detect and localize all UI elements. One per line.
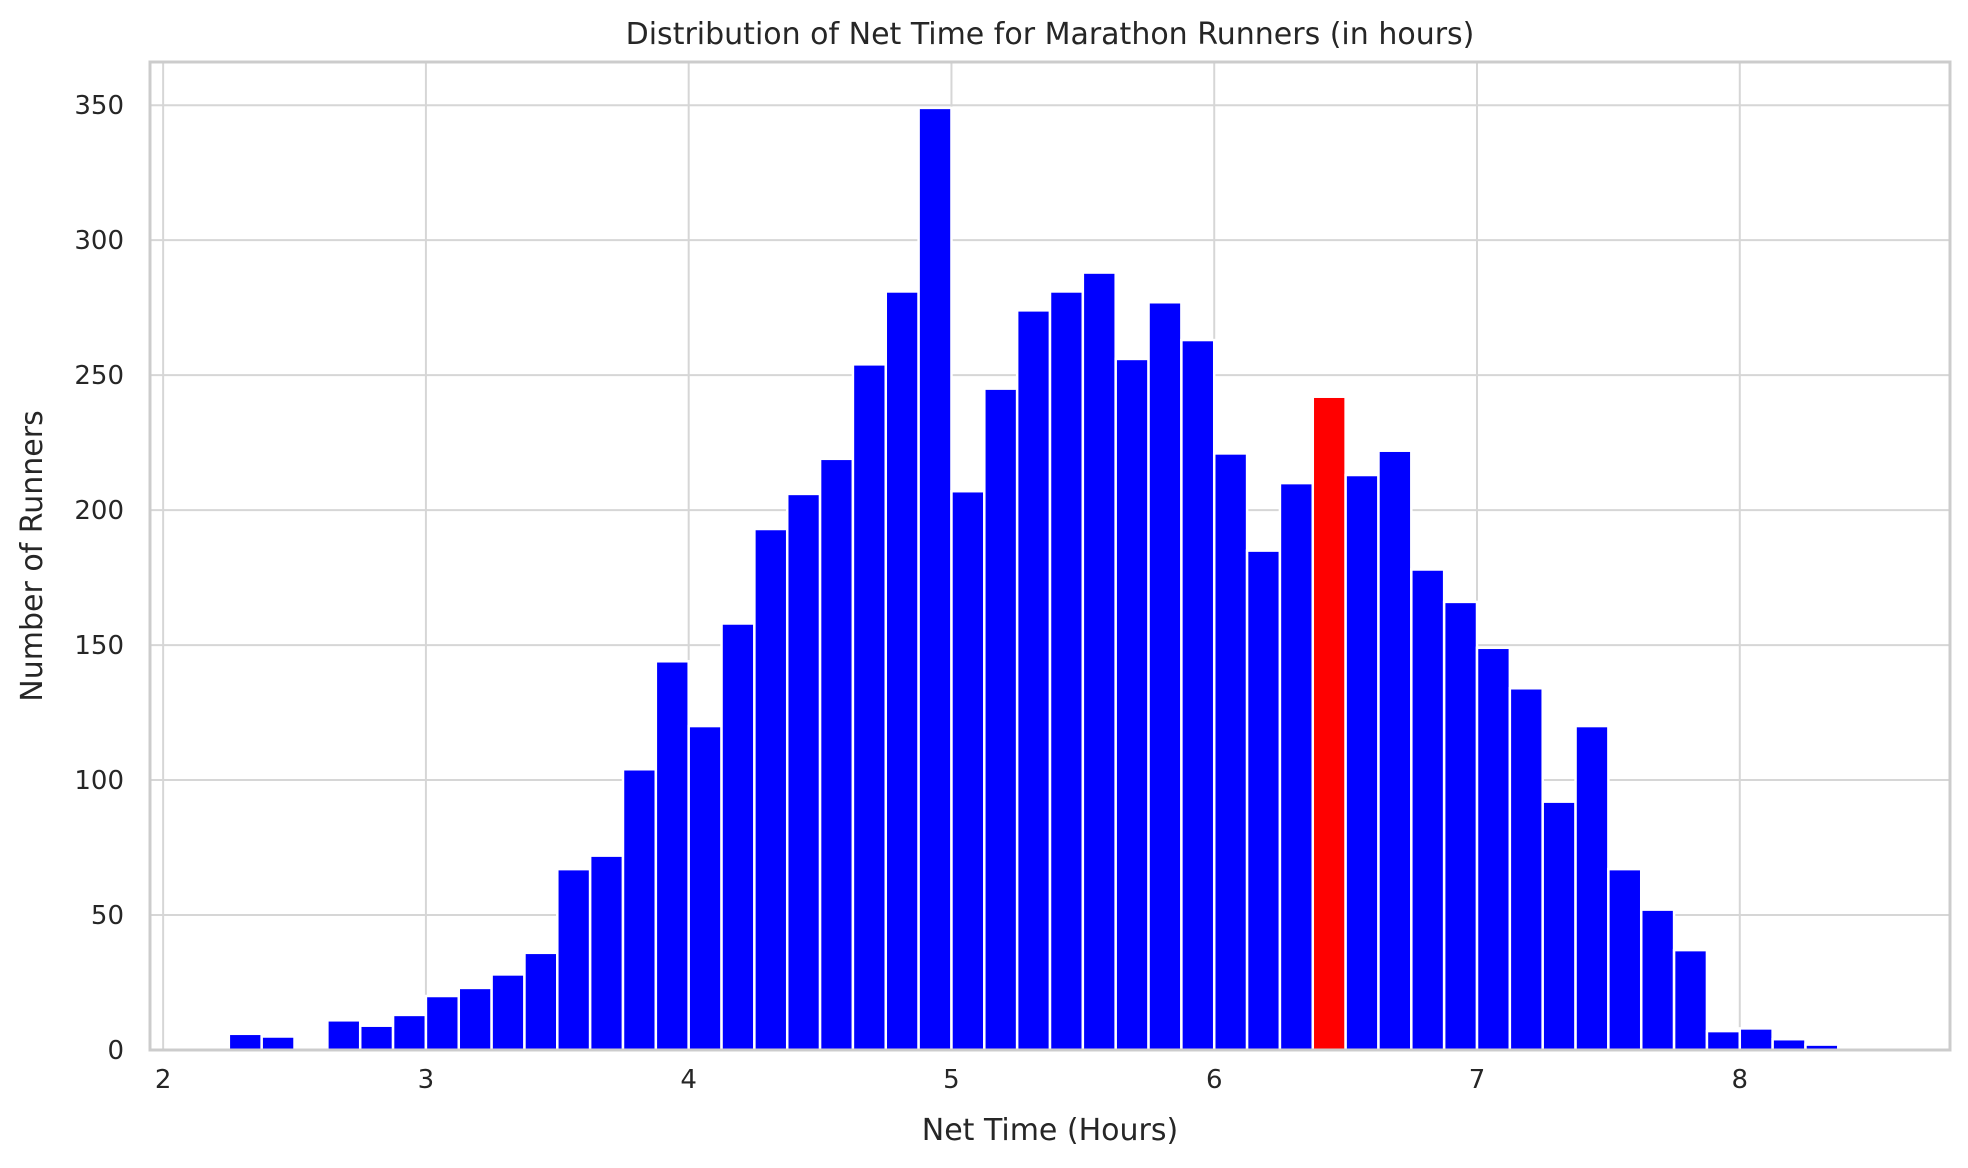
y-tick-label: 0 xyxy=(107,1036,124,1066)
histogram-bar xyxy=(1442,600,1479,1052)
histogram-bar xyxy=(424,994,461,1052)
histogram-bar xyxy=(1180,338,1216,1052)
x-tick-label: 8 xyxy=(1732,1065,1749,1095)
histogram-bar xyxy=(687,724,723,1052)
y-tick-label: 200 xyxy=(74,496,124,526)
x-tick-label: 6 xyxy=(1206,1065,1223,1095)
y-tick-label: 150 xyxy=(74,631,124,661)
histogram-bar xyxy=(1344,473,1380,1052)
y-axis-label: Number of Runners xyxy=(15,410,50,701)
histogram-bar xyxy=(654,660,690,1052)
histogram-bar xyxy=(1639,908,1676,1052)
histogram-bar xyxy=(1475,646,1512,1052)
histogram-bar xyxy=(1147,301,1183,1052)
histogram-bar xyxy=(851,363,888,1052)
histogram-bar xyxy=(523,951,559,1052)
x-axis-label: Net Time (Hours) xyxy=(922,1113,1178,1148)
histogram-bar xyxy=(884,290,920,1052)
bars xyxy=(227,106,1873,1052)
x-tick-label: 2 xyxy=(155,1065,172,1095)
histogram-bar xyxy=(983,387,1019,1052)
histogram-bar xyxy=(1245,549,1282,1052)
histogram-bar xyxy=(1705,1029,1742,1052)
histogram-bar xyxy=(1508,687,1544,1052)
histogram-bar xyxy=(588,854,625,1052)
x-tick-label: 5 xyxy=(943,1065,960,1095)
histogram-bar xyxy=(227,1032,263,1052)
plot-frame xyxy=(148,60,1952,1052)
histogram-bar xyxy=(720,622,756,1052)
histogram-bar xyxy=(621,768,658,1052)
tick-labels: 2 3 4 5 6 7 8 0 50 100 150 200 250 300 350 xyxy=(74,91,1748,1095)
histogram-bar xyxy=(1574,724,1610,1052)
histogram-bar xyxy=(785,492,822,1052)
histogram-bar xyxy=(1212,452,1249,1052)
histogram-bar xyxy=(917,106,953,1052)
histogram-bar xyxy=(1607,867,1643,1052)
histogram-bar xyxy=(1048,290,1085,1052)
histogram-bar xyxy=(1081,271,1117,1052)
histogram-bar xyxy=(1114,357,1150,1052)
histogram-bar xyxy=(1410,568,1446,1052)
histogram-bar xyxy=(326,1019,362,1052)
y-tick-label: 250 xyxy=(74,361,124,391)
y-tick-label: 100 xyxy=(74,766,124,796)
x-tick-label: 4 xyxy=(680,1065,697,1095)
highlighted-bar xyxy=(1311,395,1347,1052)
chart-title: Distribution of Net Time for Marathon Ru… xyxy=(626,17,1475,52)
y-tick-label: 300 xyxy=(74,226,124,256)
histogram-bar xyxy=(1672,948,1709,1052)
histogram-bar xyxy=(358,1024,395,1052)
histogram-bar xyxy=(753,527,789,1052)
histogram-bar xyxy=(1738,1027,1774,1052)
y-tick-label: 50 xyxy=(91,901,124,931)
y-tick-label: 350 xyxy=(74,91,124,121)
histogram-bar xyxy=(490,973,526,1052)
x-tick-label: 7 xyxy=(1469,1065,1486,1095)
histogram-bar xyxy=(1771,1037,1807,1052)
histogram-bar xyxy=(556,867,592,1052)
histogram-bar xyxy=(950,489,986,1052)
histogram-bar xyxy=(1278,481,1315,1052)
x-tick-label: 3 xyxy=(418,1065,435,1095)
histogram-bar xyxy=(391,1013,428,1052)
histogram-bar xyxy=(1377,449,1413,1052)
histogram-bar xyxy=(457,986,493,1052)
histogram-bar xyxy=(260,1035,296,1052)
histogram-bar xyxy=(1015,309,1052,1052)
histogram-bar xyxy=(818,457,855,1052)
histogram-bar xyxy=(1541,800,1577,1052)
